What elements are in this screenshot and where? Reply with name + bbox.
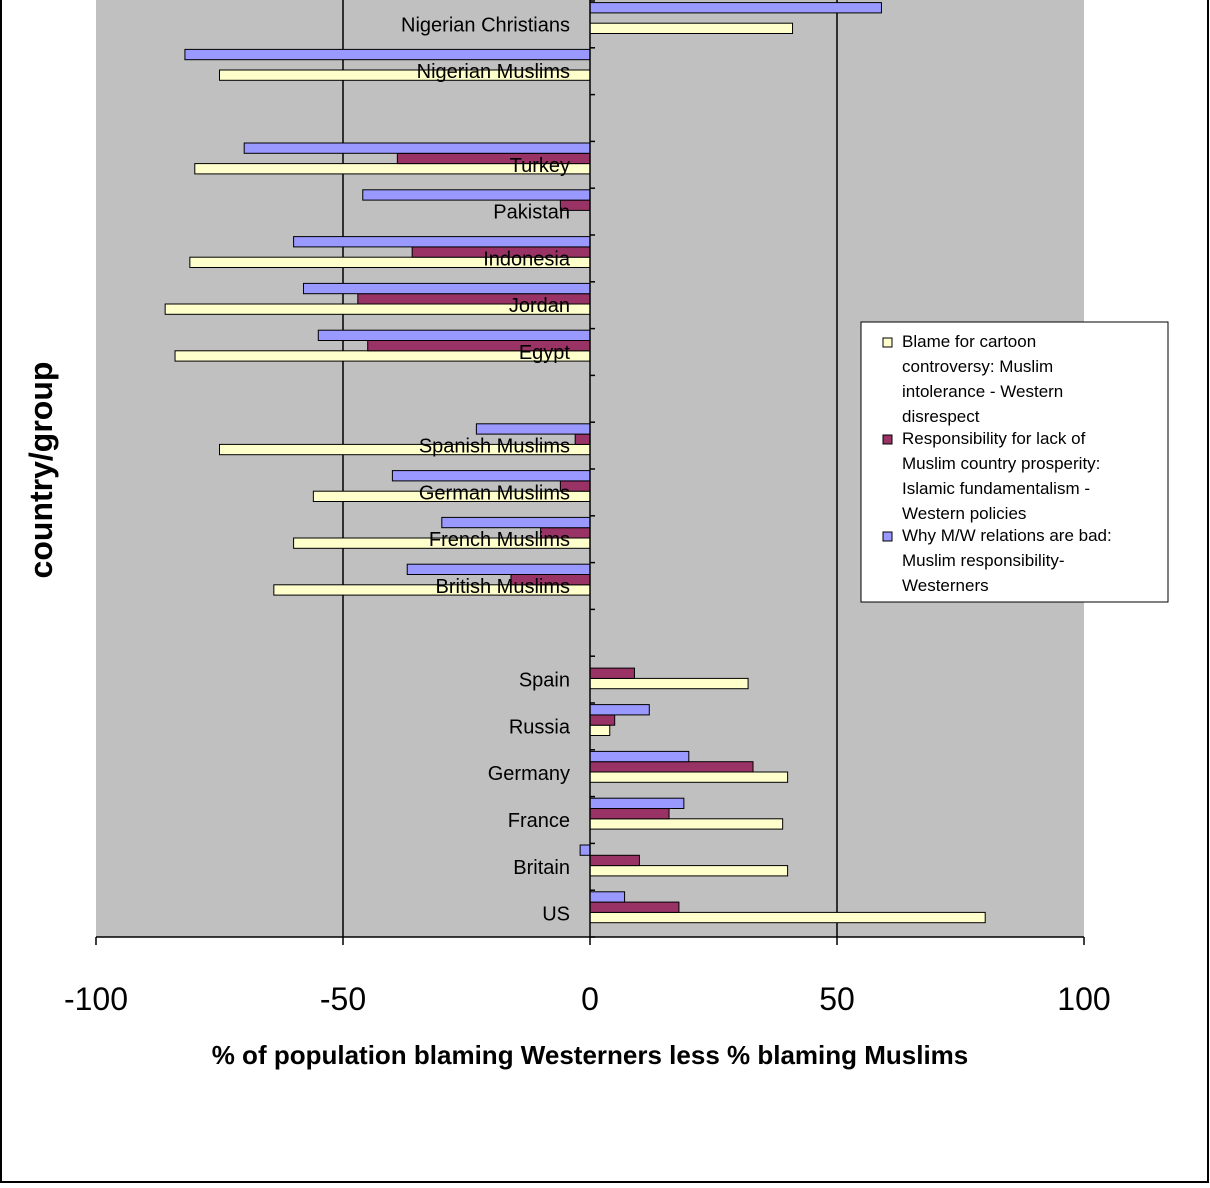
- legend-label-0-line-0: Blame for cartoon: [902, 332, 1036, 351]
- legend-label-0-line-3: disrespect: [902, 407, 980, 426]
- bar-s1-c0: [589, 901, 680, 913]
- category-label-19: Nigerian Christians: [401, 14, 570, 36]
- bar-s2-c3: [589, 750, 690, 763]
- bar-s2-c8: [441, 516, 591, 529]
- category-label-16: Turkey: [510, 155, 570, 177]
- legend-label-2-line-2: Westerners: [902, 576, 989, 595]
- legend: Blame for cartoon controversy: Muslim into…: [860, 321, 1169, 603]
- category-labels: US Britain France Germany Russia Spain British…: [401, 14, 571, 925]
- category-label-5: Spain: [519, 670, 570, 692]
- category-label-3: Germany: [488, 763, 570, 785]
- legend-label-1-line-3: Western policies: [902, 504, 1026, 523]
- bar-s2-c2: [589, 797, 685, 810]
- category-label-18: Nigerian Muslims: [417, 61, 570, 83]
- bar-s1-c2: [589, 808, 670, 820]
- category-label-8: French Muslims: [429, 529, 570, 551]
- bar-s2-c12: [317, 329, 591, 342]
- x-tick-labels: -100 -50 0 50 100: [64, 981, 1111, 1017]
- x-tick-label-2: 0: [581, 981, 599, 1017]
- legend-box: [860, 321, 1169, 603]
- category-label-13: Jordan: [509, 295, 570, 317]
- legend-label-1-line-0: Responsibility for lack of: [902, 429, 1086, 448]
- grid-lines: [342, 0, 838, 937]
- bar-s1-c10: [574, 433, 591, 445]
- legend-label-0-line-2: intolerance - Western: [902, 382, 1063, 401]
- legend-label-0-line-1: controversy: Muslim: [902, 357, 1053, 376]
- bar-s0-c1: [589, 865, 789, 877]
- bar-s2-c1: [579, 844, 591, 856]
- bar-s2-c18: [184, 48, 591, 61]
- bar-s0-c19: [589, 22, 794, 35]
- bar-s0-c2: [589, 818, 784, 830]
- bar-s2-c16: [243, 142, 591, 154]
- legend-swatch-0: [882, 337, 893, 348]
- bar-s2-c15: [362, 189, 591, 201]
- category-label-7: British Muslims: [436, 576, 570, 598]
- category-label-15: Pakistan: [493, 202, 570, 224]
- x-tick-label-0: -100: [64, 981, 128, 1017]
- axes: [95, 0, 1085, 945]
- category-label-1: Britain: [513, 857, 570, 879]
- legend-label-2-line-1: Muslim responsibility-: [902, 551, 1064, 570]
- category-label-14: Indonesia: [483, 248, 571, 270]
- bar-s2-c9: [391, 470, 591, 482]
- category-label-9: German Muslims: [419, 482, 570, 504]
- legend-swatch-2: [882, 531, 893, 542]
- legend-label-2-line-0: Why M/W relations are bad:: [902, 526, 1112, 545]
- legend-label-1-line-1: Muslim country prosperity:: [902, 454, 1100, 473]
- bar-s0-c4: [589, 724, 611, 737]
- x-tick-label-4: 100: [1057, 981, 1110, 1017]
- bar-s0-c0: [589, 911, 986, 924]
- x-tick-label-1: -50: [320, 981, 366, 1017]
- x-axis-title: % of population blaming Westerners less …: [212, 1040, 969, 1070]
- legend-label-1-line-2: Islamic fundamentalism -: [902, 479, 1090, 498]
- x-tick-label-3: 50: [819, 981, 855, 1017]
- bar-s0-c3: [589, 771, 789, 783]
- bar-s2-c7: [406, 563, 591, 576]
- bar-s2-c4: [589, 704, 650, 716]
- bar-s2-c10: [475, 423, 591, 435]
- legend-swatch-1: [882, 434, 893, 445]
- category-label-10: Spanish Muslims: [419, 436, 570, 458]
- category-label-0: US: [542, 904, 570, 926]
- bar-s0-c5: [589, 677, 749, 690]
- bar-s2-c0: [589, 891, 626, 903]
- y-axis-title: country/group: [23, 362, 59, 579]
- bar-s1-c3: [589, 761, 754, 773]
- category-label-12: Egypt: [519, 342, 571, 364]
- category-label-4: Russia: [509, 716, 571, 738]
- bar-s1-c1: [589, 854, 640, 867]
- bar-s2-c14: [293, 236, 591, 248]
- bar-s1-c4: [589, 714, 616, 726]
- bar-s2-c13: [302, 282, 591, 295]
- bar-s1-c5: [589, 667, 635, 679]
- category-label-2: France: [508, 810, 570, 832]
- bar-s2-c19: [589, 2, 882, 14]
